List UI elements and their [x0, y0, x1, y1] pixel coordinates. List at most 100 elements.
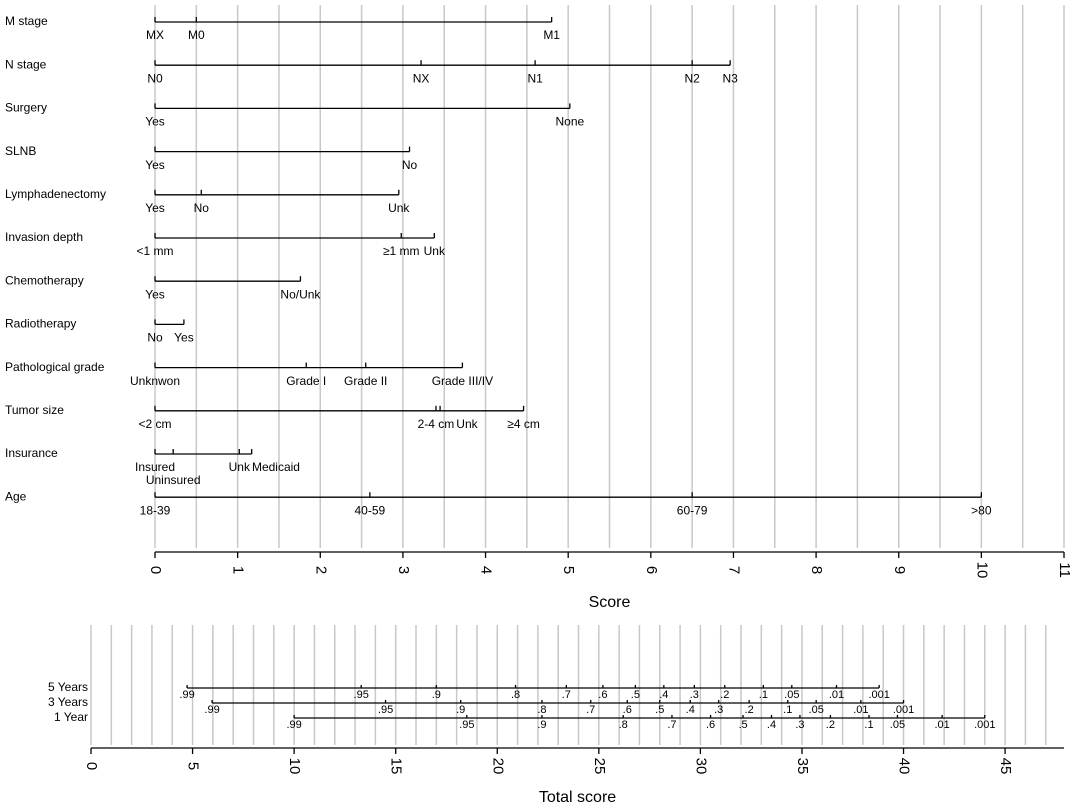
point-label: Grade I	[286, 374, 326, 388]
x-tick-label: 20	[489, 758, 506, 775]
point-label: .5	[655, 704, 664, 716]
x-tick-label: 0	[147, 566, 164, 574]
variable-name: Lymphadenectomy	[5, 187, 106, 201]
x-axis-label: Score	[589, 594, 631, 611]
point-label: Yes	[174, 331, 194, 345]
point-label: .001	[893, 704, 914, 716]
point-label: ≥1 mm	[383, 244, 420, 258]
x-tick-label: 5	[560, 566, 577, 574]
point-label: .1	[759, 689, 768, 701]
point-label: .01	[934, 719, 949, 731]
point-label: .8	[619, 719, 628, 731]
x-tick-label: 4	[478, 566, 495, 574]
point-label: 2-4 cm	[418, 417, 455, 431]
point-label: ≥4 cm	[507, 417, 540, 431]
x-tick-label: 5	[185, 762, 202, 770]
point-label: Medicaid	[252, 460, 300, 474]
point-label: <1 mm	[136, 244, 173, 258]
variable-name: N stage	[5, 57, 47, 71]
point-label: No	[194, 201, 210, 215]
variable-name: M stage	[5, 14, 48, 28]
point-label: .7	[562, 689, 571, 701]
x-tick-label: 15	[388, 758, 405, 775]
point-label: >80	[971, 503, 992, 517]
point-label: Insured	[135, 460, 175, 474]
point-label: M1	[543, 28, 560, 42]
x-axis-label: Total score	[539, 789, 616, 806]
point-label: .99	[286, 719, 301, 731]
point-label: N0	[147, 71, 163, 85]
point-label: .4	[659, 689, 668, 701]
point-label: .6	[706, 719, 715, 731]
variable-name: Surgery	[5, 101, 47, 115]
point-label: .6	[598, 689, 607, 701]
point-label: Unk	[424, 244, 446, 258]
point-label: .7	[586, 704, 595, 716]
point-label: .95	[459, 719, 474, 731]
x-tick-label: 9	[891, 566, 908, 574]
point-label: .8	[511, 689, 520, 701]
point-label: .2	[720, 689, 729, 701]
point-label: M0	[188, 28, 205, 42]
x-tick-label: 30	[692, 758, 709, 775]
point-label: N1	[527, 71, 543, 85]
point-label: .2	[826, 719, 835, 731]
variable-name: Tumor size	[5, 403, 64, 417]
point-label: .5	[631, 689, 640, 701]
x-tick-label: 0	[83, 762, 100, 770]
variable-name: 3 Years	[48, 695, 88, 709]
point-label: No	[402, 158, 418, 172]
point-label: .05	[809, 704, 824, 716]
x-tick-label: 1	[230, 566, 247, 574]
point-label: NX	[413, 71, 430, 85]
point-label: 40-59	[355, 503, 386, 517]
point-label: .05	[890, 719, 905, 731]
x-tick-label: 35	[794, 758, 811, 775]
point-label: .99	[179, 689, 194, 701]
variable-name: Insurance	[5, 446, 58, 460]
point-label: .3	[690, 689, 699, 701]
x-tick-label: 3	[395, 566, 412, 574]
point-label: .05	[784, 689, 799, 701]
point-label: .01	[829, 689, 844, 701]
point-label: N2	[684, 71, 700, 85]
point-label: None	[555, 115, 584, 129]
point-label: 18-39	[140, 503, 171, 517]
point-label: .01	[853, 704, 868, 716]
variable-name: 5 Years	[48, 680, 88, 694]
point-label: .9	[537, 719, 546, 731]
x-tick-label: 40	[896, 758, 913, 775]
point-label: Yes	[145, 115, 165, 129]
point-label: .001	[974, 719, 995, 731]
point-label: .9	[432, 689, 441, 701]
point-label: Uninsured	[146, 473, 201, 487]
point-label: Grade III/IV	[432, 374, 493, 388]
point-label: 60-79	[677, 503, 708, 517]
point-label: Yes	[145, 158, 165, 172]
point-label: .001	[868, 689, 889, 701]
variable-name: Chemotherapy	[5, 273, 84, 287]
point-label: .95	[354, 689, 369, 701]
point-label: .7	[667, 719, 676, 731]
point-label: Unk	[456, 417, 478, 431]
point-label: .3	[714, 704, 723, 716]
variable-name: SLNB	[5, 144, 36, 158]
point-label: .99	[204, 704, 219, 716]
point-label: .5	[738, 719, 747, 731]
point-label: No	[147, 331, 163, 345]
point-label: .1	[864, 719, 873, 731]
point-label: .2	[745, 704, 754, 716]
point-label: Unk	[229, 460, 251, 474]
point-label: N3	[722, 71, 738, 85]
x-tick-label: 6	[643, 566, 660, 574]
point-label: Unk	[388, 201, 410, 215]
variable-name: Invasion depth	[5, 230, 83, 244]
point-label: Yes	[145, 287, 165, 301]
point-label: .6	[623, 704, 632, 716]
x-tick-label: 8	[808, 566, 825, 574]
x-tick-label: 7	[725, 566, 742, 574]
variable-name: Radiotherapy	[5, 317, 76, 331]
point-label: .95	[378, 704, 393, 716]
point-label: .8	[537, 704, 546, 716]
